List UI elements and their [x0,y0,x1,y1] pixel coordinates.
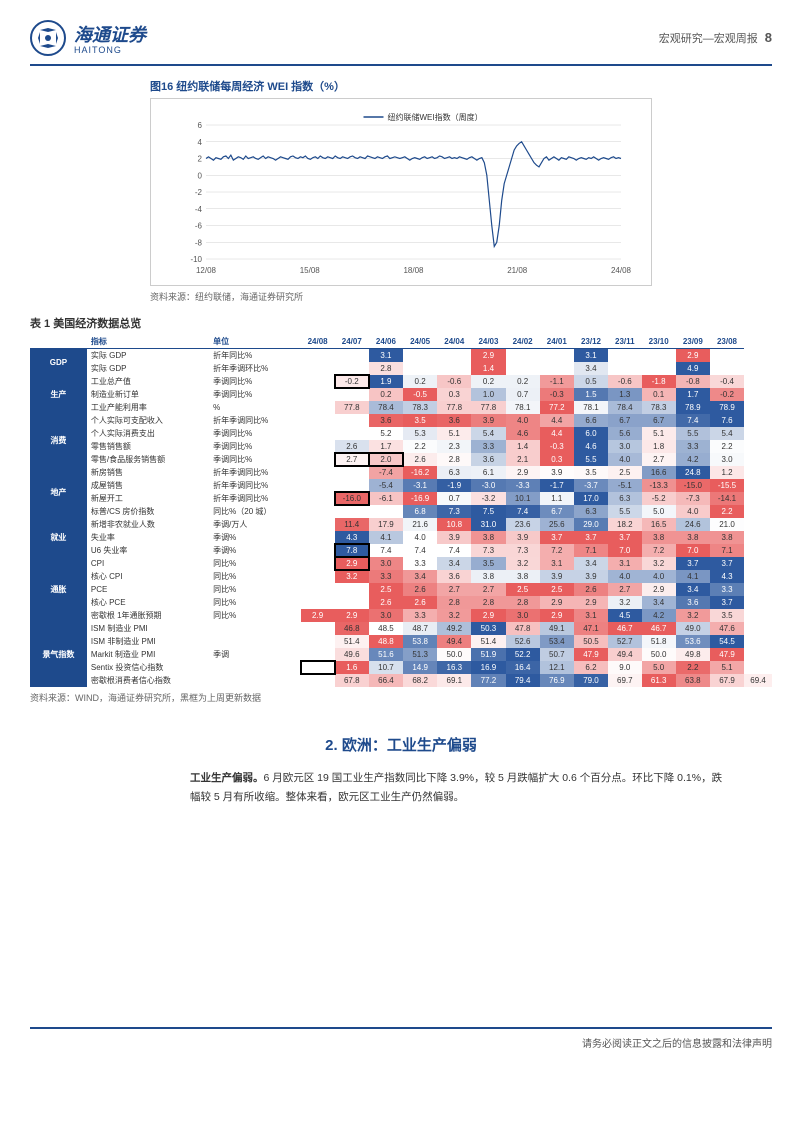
brand-name-cn: 海通证券 [74,21,146,47]
table-row: Sentix 投资信心指数1.610.714.916.316.916.412.1… [30,661,772,674]
table-source: 资料来源：WIND，海通证券研究所，黑框为上周更新数据 [30,691,772,704]
svg-text:-2: -2 [195,188,203,197]
page-header: 海通证券 HAITONG 宏观研究—宏观周报 8 [30,20,772,66]
page-container: 海通证券 HAITONG 宏观研究—宏观周报 8 图16 纽约联储每周经济 WE… [0,0,802,1070]
header-right-text: 宏观研究—宏观周报 8 [659,30,772,46]
table-row: 核心 PCE同比%2.62.62.82.82.82.92.93.23.43.63… [30,596,772,609]
svg-text:6: 6 [198,121,203,130]
svg-text:24/08: 24/08 [611,266,632,275]
body-bold: 工业生产偏弱。 [190,772,264,784]
table-row: 景气指数ISM 制造业 PMI46.848.548.749.250.347.84… [30,622,772,635]
page-number: 8 [765,30,772,45]
section-body: 工业生产偏弱。6 月欧元区 19 国工业生产指数同比下降 3.9%，较 5 月跌… [30,769,772,1007]
table-row: GDP实际 GDP折年同比%3.12.93.12.9 [30,349,772,363]
svg-text:纽约联储WEI指数（周度）: 纽约联储WEI指数（周度） [388,112,483,122]
table-row: 实际 GDP折年季调环比%2.81.43.44.9 [30,362,772,375]
table-row: 成屋销售折年季调同比%-5.4-3.1-1.9-3.0-3.3-1.7-3.7-… [30,479,772,492]
haitong-logo-icon [30,20,66,56]
table-row: 消费个人实际可支配收入折年季调同比%3.63.53.63.94.04.46.66… [30,414,772,427]
svg-text:-6: -6 [195,222,203,231]
table-row: PCE同比%2.52.62.72.72.52.52.62.72.93.43.3 [30,583,772,596]
table-row: ISM 非制造业 PMI51.448.853.849.451.452.653.4… [30,635,772,648]
svg-text:18/08: 18/08 [403,266,424,275]
chart-container: -10 -8 -6 -4 -2 0 2 4 6 12/08 15/08 18/08 21/08 24/08… [150,98,652,286]
wei-line-chart: -10 -8 -6 -4 -2 0 2 4 6 12/08 15/08 18/08 21/08 24/08… [159,107,643,277]
table-row: 地产新房销售折年季调同比%-7.4-16.26.36.12.93.93.52.5… [30,466,772,479]
logo-block: 海通证券 HAITONG [30,20,146,56]
table-title: 表 1 美国经济数据总览 [30,315,772,331]
table-row: 就业新增非农就业人数季调/万人11.417.921.610.831.023.62… [30,518,772,531]
svg-text:0: 0 [198,171,203,180]
page-footer: 请务必阅读正文之后的信息披露和法律声明 [30,1027,772,1050]
table-row: 制造业新订单季调同比%0.2-0.50.31.00.7-0.31.51.30.1… [30,388,772,401]
section-title: 2. 欧洲：工业生产偏弱 [30,734,772,755]
svg-text:15/08: 15/08 [300,266,321,275]
table-row: 核心 CPI同比%3.23.33.43.63.83.83.93.94.04.04… [30,570,772,583]
us-econ-table: 指标单位24/0824/0724/0624/0524/0424/0324/022… [30,335,772,687]
chart-title: 图16 纽约联储每周经济 WEI 指数（%） [30,78,772,94]
table-row: 零售/食品服务销售额季调同比%2.72.02.62.83.62.10.35.54… [30,453,772,466]
svg-text:-4: -4 [195,205,203,214]
table-row: 生产工业总产值季调同比%-0.21.90.2-0.60.20.2-1.10.5-… [30,375,772,388]
svg-text:12/08: 12/08 [196,266,217,275]
svg-text:21/08: 21/08 [507,266,528,275]
table-row: 失业率季调%4.34.14.03.93.83.93.73.73.73.83.83… [30,531,772,544]
table-row: 个人实际消费支出季调同比%5.25.35.15.44.64.46.05.65.1… [30,427,772,440]
svg-text:4: 4 [198,138,203,147]
table-row: 密歇根消费者信心指数67.866.468.269.177.279.476.979… [30,674,772,687]
data-table-wrap: 指标单位24/0824/0724/0624/0524/0424/0324/022… [30,335,772,687]
svg-text:2: 2 [198,155,203,164]
table-row: Markit 制造业 PMI季调49.651.651.350.051.952.2… [30,648,772,661]
body-rest: 6 月欧元区 19 国工业生产指数同比下降 3.9%，较 5 月跌幅扩大 0.6… [190,772,722,803]
table-row: 工业产能利用率%77.878.478.377.877.878.177.278.1… [30,401,772,414]
table-row: 通胀CPI同比%2.93.03.33.43.53.23.13.43.13.23.… [30,557,772,570]
chart-source: 资料来源：纽约联储，海通证券研究所 [150,290,772,303]
table-row: U6 失业率季调%7.87.47.47.47.37.37.27.17.07.27… [30,544,772,557]
svg-text:-10: -10 [190,255,202,264]
table-row: 密歇根 1年通胀预期同比%2.92.93.03.33.22.93.02.93.1… [30,609,772,622]
table-row: 标普/CS 房价指数同比%（20 城）6.87.37.57.46.76.35.5… [30,505,772,518]
table-row: 新屋开工折年季调同比%-16.0-6.1-16.90.7-3.210.11.11… [30,492,772,505]
table-row: 零售销售额季调同比%2.61.72.22.33.31.4-0.34.63.01.… [30,440,772,453]
svg-text:-8: -8 [195,238,203,247]
doc-category: 宏观研究—宏观周报 [659,33,758,45]
